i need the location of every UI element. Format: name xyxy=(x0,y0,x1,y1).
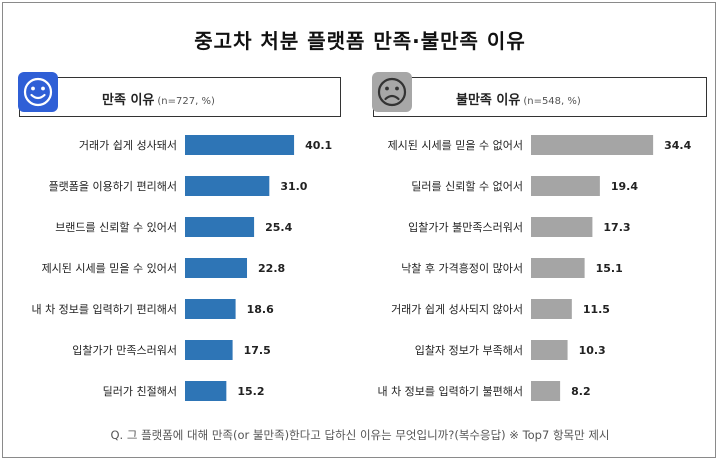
dissatisfaction-category-label: 입찰가가 불만족스러워서 xyxy=(408,221,523,234)
question-footnote: Q. 그 플랫폼에 대해 만족(or 불만족)한다고 답하신 이유는 무엇입니까… xyxy=(110,428,610,442)
satisfaction-category-label: 브랜드를 신뢰할 수 있어서 xyxy=(55,221,177,234)
dissatisfaction-category-label: 제시된 시세를 믿을 수 없어서 xyxy=(388,139,523,152)
dissatisfaction-value-label: 34.4 xyxy=(664,139,691,152)
dissatisfaction-header: 불만족 이유 (n=548, %) xyxy=(372,72,707,117)
satisfaction-category-label: 딜러가 친절해서 xyxy=(103,384,177,398)
satisfaction-category-label: 입찰가가 만족스러워서 xyxy=(72,344,177,357)
satisfaction-bar xyxy=(185,381,227,401)
dissatisfaction-value-label: 10.3 xyxy=(579,344,606,357)
smiley-face-icon xyxy=(18,72,58,112)
dissatisfaction-bar xyxy=(531,176,600,196)
dissatisfaction-value-label: 15.1 xyxy=(596,262,623,275)
dissatisfaction-category-label: 딜러를 신뢰할 수 없어서 xyxy=(411,180,523,193)
dissatisfaction-bar xyxy=(531,340,568,360)
dissatisfaction-bar xyxy=(531,135,654,155)
satisfaction-value-label: 31.0 xyxy=(280,180,307,193)
satisfaction-value-label: 25.4 xyxy=(265,221,292,234)
satisfaction-value-label: 22.8 xyxy=(258,262,285,275)
dissatisfaction-value-label: 19.4 xyxy=(611,180,638,193)
satisfaction-bar xyxy=(185,135,295,155)
dissatisfaction-value-label: 8.2 xyxy=(571,385,591,398)
bar-charts: 거래가 쉽게 성사돼서 40.1 플랫폼을 이용하기 편리해서 31.0 브랜드를 신뢰… xyxy=(31,135,692,401)
satisfaction-bar xyxy=(185,258,248,278)
dissatisfaction-category-label: 거래가 쉽게 성사되지 않아서 xyxy=(391,303,523,316)
sad-face-icon xyxy=(372,72,412,112)
satisfaction-category-label: 내 차 정보를 입력하기 편리해서 xyxy=(31,302,177,316)
satisfaction-category-label: 제시된 시세를 믿을 수 있어서 xyxy=(42,262,177,275)
dissatisfaction-header-label: 불만족 이유 xyxy=(456,93,521,108)
satisfaction-value-label: 15.2 xyxy=(237,385,264,398)
dissatisfaction-category-label: 입찰자 정보가 부족해서 xyxy=(415,343,523,357)
satisfaction-bar xyxy=(185,176,270,196)
satisfaction-header-label: 만족 이유 xyxy=(102,93,155,108)
dissatisfaction-bar xyxy=(531,217,593,237)
dissatisfaction-bar xyxy=(531,258,585,278)
infographic-frame: 중고차 처분 플랫폼 만족·불만족 이유 만족 이유 (n=727, %) 불만족… xyxy=(2,2,716,458)
satisfaction-header: 만족 이유 (n=727, %) xyxy=(18,72,341,117)
page-title: 중고차 처분 플랫폼 만족·불만족 이유 xyxy=(194,29,526,53)
dissatisfaction-header-title: 불만족 이유 (n=548, %) xyxy=(456,89,581,108)
satisfaction-sample-size: (n=727, %) xyxy=(157,96,215,107)
dissatisfaction-category-label: 낙찰 후 가격흥정이 많아서 xyxy=(401,261,523,275)
satisfaction-bar xyxy=(185,299,236,319)
dissatisfaction-value-label: 11.5 xyxy=(583,303,610,316)
dissatisfaction-sample-size: (n=548, %) xyxy=(523,96,581,107)
satisfaction-bar xyxy=(185,217,255,237)
dissatisfaction-value-label: 17.3 xyxy=(603,221,630,234)
satisfaction-value-label: 17.5 xyxy=(244,344,271,357)
satisfaction-value-label: 18.6 xyxy=(247,303,274,316)
satisfaction-category-label: 거래가 쉽게 성사돼서 xyxy=(79,139,177,152)
satisfaction-header-title: 만족 이유 (n=727, %) xyxy=(102,89,215,108)
dissatisfaction-bar xyxy=(531,381,561,401)
satisfaction-value-label: 40.1 xyxy=(305,139,332,152)
dissatisfaction-category-label: 내 차 정보를 입력하기 불편해서 xyxy=(377,384,523,398)
satisfaction-category-label: 플랫폼을 이용하기 편리해서 xyxy=(49,179,177,193)
dissatisfaction-bar xyxy=(531,299,572,319)
satisfaction-bar xyxy=(185,340,233,360)
